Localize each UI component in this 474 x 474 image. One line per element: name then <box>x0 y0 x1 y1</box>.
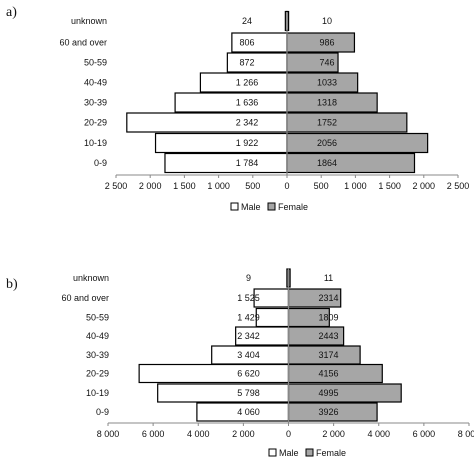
male-bar <box>164 152 288 174</box>
category-label: 60 and over <box>61 293 109 303</box>
data-label: 10 <box>322 16 332 26</box>
category-label: 20-29 <box>84 118 107 128</box>
female-bar <box>286 112 408 133</box>
data-label: 11 <box>324 273 333 283</box>
male-bar <box>157 383 290 403</box>
category-label: 50-59 <box>84 58 107 68</box>
data-label: 2 342 <box>237 331 260 341</box>
x-tick-label: 2 500 <box>105 181 128 191</box>
data-label: 2443 <box>318 331 338 341</box>
male-bar <box>255 307 290 328</box>
x-tick-label: 2 000 <box>322 429 345 439</box>
data-label: 806 <box>239 38 254 48</box>
data-label: 2314 <box>318 293 338 303</box>
male-bar <box>174 92 288 113</box>
data-label: 4156 <box>318 369 338 379</box>
data-label: 24 <box>242 16 252 26</box>
legend-label-male: Male <box>241 202 261 212</box>
female-bar <box>287 383 402 403</box>
category-label: 50-59 <box>86 313 109 323</box>
x-tick-label: 1 000 <box>344 181 367 191</box>
data-label: 5 798 <box>237 388 260 398</box>
legend-swatch-female <box>305 448 314 457</box>
data-label: 3926 <box>318 407 338 417</box>
x-tick-label: 2 000 <box>413 181 436 191</box>
chart-panel-a: a) unknown 60 and over 50-59 40-49 30-39 20-29… <box>6 5 469 212</box>
category-label: 30-39 <box>84 98 107 108</box>
category-label: 20-29 <box>86 369 109 379</box>
data-label: 2056 <box>317 138 337 148</box>
legend-label-female: Female <box>278 202 308 212</box>
category-label: 40-49 <box>84 78 107 88</box>
x-tick-label: 1 500 <box>378 181 401 191</box>
male-bar <box>226 52 288 73</box>
x-tick-label: 8 000 <box>97 429 120 439</box>
data-label: 1318 <box>317 98 337 108</box>
data-label: 1809 <box>318 313 338 323</box>
category-label: 40-49 <box>86 331 109 341</box>
legend: Male Female <box>268 448 346 458</box>
x-tick-label: 8 000 <box>458 429 474 439</box>
category-label: 10-19 <box>84 138 107 148</box>
data-label: 1752 <box>317 118 337 128</box>
data-label: 1864 <box>317 158 337 168</box>
chart-panel-b: b) unknown 60 and over 50-59 40-49 30-39 20-29… <box>6 268 474 458</box>
x-tick-label: 1 500 <box>173 181 196 191</box>
legend-swatch-female <box>267 202 276 211</box>
data-label: 3174 <box>318 350 338 360</box>
category-label: 30-39 <box>86 350 109 360</box>
x-tick-label: 500 <box>314 181 329 191</box>
data-label: 9 <box>246 273 251 283</box>
x-tick-label: 1 000 <box>207 181 230 191</box>
x-tick-label: 6 000 <box>413 429 436 439</box>
category-label: unknown <box>71 16 107 26</box>
male-bar <box>138 363 290 384</box>
panel-label: a) <box>6 5 17 20</box>
data-label: 1 784 <box>236 158 259 168</box>
data-label: 6 620 <box>237 369 260 379</box>
category-label: unknown <box>73 273 109 283</box>
data-label: 4995 <box>318 388 338 398</box>
category-label: 10-19 <box>86 388 109 398</box>
data-label: 986 <box>319 38 334 48</box>
legend-swatch-male <box>230 202 239 211</box>
x-tick-label: 6 000 <box>142 429 165 439</box>
x-tick-label: 0 <box>284 181 289 191</box>
data-label: 1 922 <box>236 138 259 148</box>
x-tick-label: 2 500 <box>447 181 470 191</box>
x-tick-label: 500 <box>245 181 260 191</box>
data-label: 1033 <box>317 78 337 88</box>
legend-label-male: Male <box>279 448 299 458</box>
male-bar <box>154 132 288 154</box>
category-label: 0-9 <box>94 158 107 168</box>
legend: Male Female <box>230 202 308 212</box>
female-bar <box>286 132 429 154</box>
data-label: 872 <box>239 58 254 68</box>
x-tick-label: 4 000 <box>187 429 210 439</box>
legend-label-female: Female <box>316 448 346 458</box>
data-label: 746 <box>319 58 334 68</box>
data-label: 3 404 <box>237 350 260 360</box>
x-tick-label: 0 <box>286 429 291 439</box>
data-label: 2 342 <box>236 118 259 128</box>
data-label: 1 525 <box>237 293 260 303</box>
data-label: 4 060 <box>237 407 260 417</box>
category-label: 0-9 <box>96 407 109 417</box>
data-label: 1 429 <box>237 313 260 323</box>
data-label: 1 636 <box>236 98 259 108</box>
female-bar <box>286 152 416 174</box>
data-label: 1 266 <box>236 78 259 88</box>
category-label: 60 and over <box>59 38 107 48</box>
male-bar <box>126 112 288 133</box>
x-tick-label: 2 000 <box>232 429 255 439</box>
panel-label: b) <box>6 277 18 292</box>
x-tick-label: 2 000 <box>139 181 162 191</box>
x-tick-label: 4 000 <box>367 429 390 439</box>
legend-swatch-male <box>268 448 277 457</box>
